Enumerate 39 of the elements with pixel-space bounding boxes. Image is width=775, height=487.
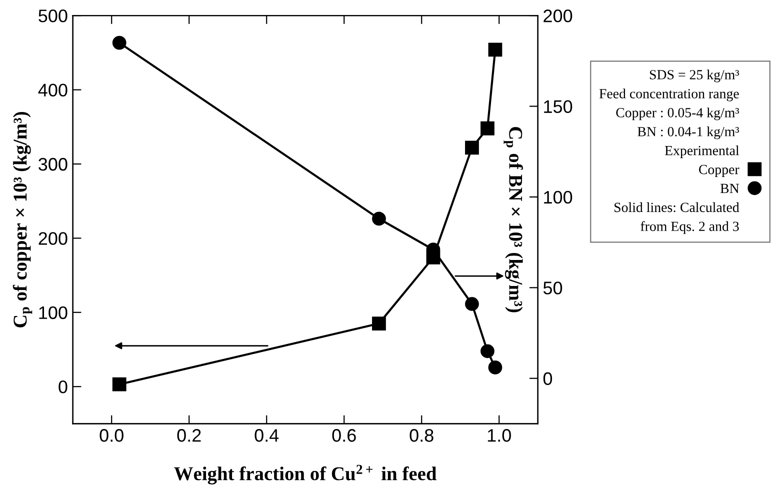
y2-tick-label: 0 — [543, 372, 552, 386]
point — [112, 377, 126, 392]
y2-tick-label: 100 — [544, 190, 572, 204]
text: Experimental — [664, 146, 740, 158]
text: from Eqs. 2 and 3 — [640, 221, 739, 234]
x-tick-label: 0.8 — [410, 429, 434, 442]
x-tick-label: 0.0 — [100, 429, 124, 442]
y2-tick-label: 200 — [544, 10, 572, 22]
point — [112, 36, 126, 50]
text: BN : 0.04-1 kg/m³ — [638, 126, 740, 140]
x-tick-label: 0.2 — [177, 429, 201, 442]
y-tick-label: 400 — [38, 84, 68, 97]
point — [465, 297, 479, 311]
point — [372, 316, 386, 330]
y-tick-label: 500 — [38, 10, 68, 22]
point — [488, 42, 502, 57]
x-tick-label: 1.0 — [488, 429, 511, 442]
point — [465, 140, 479, 155]
text: SDS = 25 kg/m³ — [650, 70, 740, 82]
point — [480, 121, 494, 136]
y2-axis-title: C$_{p}$ of BN × 10³ (kg/m³) — [504, 127, 523, 312]
x-tick-label: 0.4 — [254, 429, 279, 442]
legend-label: Copper — [699, 164, 740, 178]
text: Copper : 0.05-4 kg/m³ — [616, 108, 740, 120]
y-tick-label: 300 — [38, 158, 68, 171]
y-tick-label: 200 — [38, 232, 68, 245]
point — [372, 212, 386, 226]
x-axis-title: Weight fraction of Cu$^{2+}$ in feed — [174, 464, 437, 484]
x-tick-label: 0.6 — [332, 429, 356, 442]
point — [488, 360, 502, 374]
text: Solid lines: Calculated — [614, 202, 740, 212]
y-axis-title: C$_{p}$ of copper × 10³ (kg/m³) — [12, 112, 32, 328]
y2-tick-label: 150 — [544, 100, 572, 113]
text: Feed concentration range — [599, 88, 739, 102]
y-tick-label: 0 — [58, 380, 68, 394]
y2-tick-label: 50 — [543, 282, 562, 294]
legend-label: BN — [720, 184, 740, 194]
point — [480, 344, 494, 358]
y-tick-label: 100 — [39, 306, 68, 320]
